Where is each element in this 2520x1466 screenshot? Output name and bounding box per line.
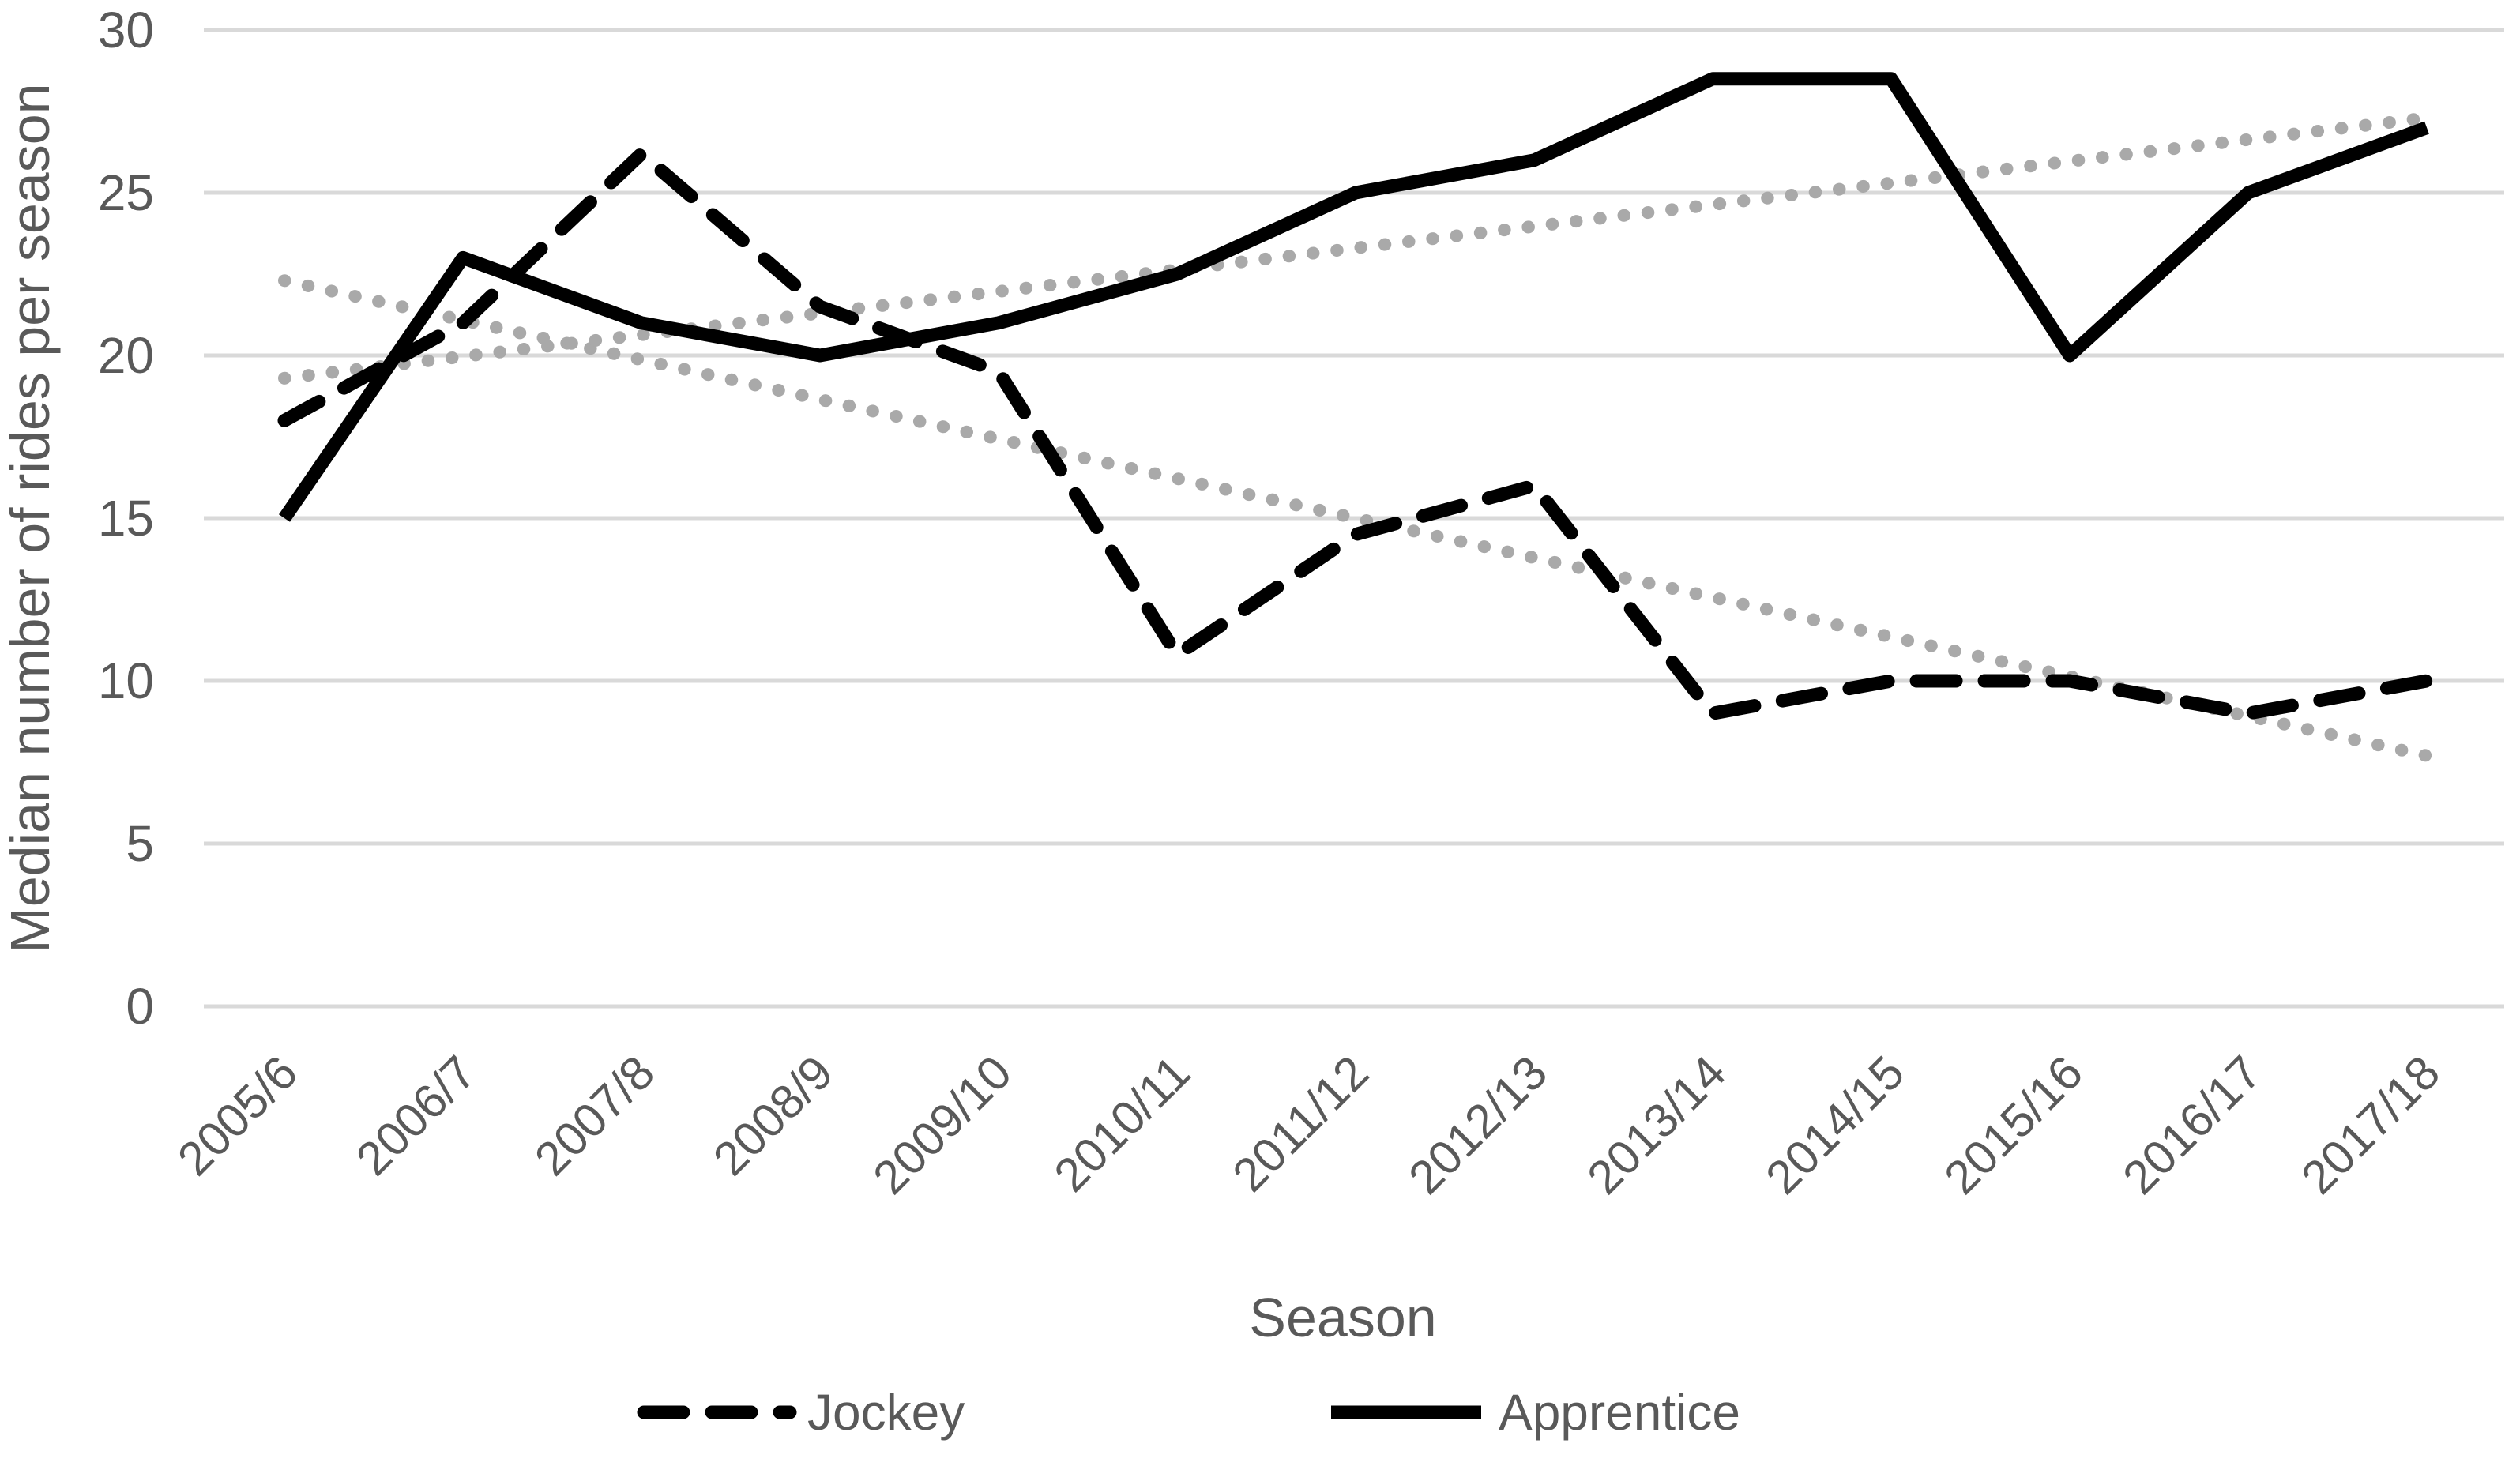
jockey-line bbox=[277, 147, 2434, 720]
x-tick-label: 2012/13 bbox=[1398, 1046, 1557, 1205]
legend: Jockey Apprentice bbox=[637, 1384, 1740, 1441]
apprentice-line bbox=[278, 72, 2429, 522]
x-tick-label: 2008/9 bbox=[703, 1046, 843, 1186]
y-tick-label: 20 bbox=[98, 327, 154, 384]
x-tick-label: 2013/14 bbox=[1577, 1046, 1736, 1205]
legend-label-apprentice: Apprentice bbox=[1499, 1384, 1740, 1441]
y-tick-label: 10 bbox=[98, 652, 154, 709]
x-tick-label: 2017/18 bbox=[2291, 1046, 2450, 1205]
trendlines bbox=[278, 111, 2433, 762]
y-axis-tick-labels: 30 25 20 15 10 5 0 bbox=[98, 2, 154, 1035]
x-axis-tick-labels: 2005/6 2006/7 2007/8 2008/9 2009/10 2010/11 20… bbox=[167, 1046, 2450, 1205]
x-tick-label: 2006/7 bbox=[346, 1046, 486, 1186]
y-tick-label: 30 bbox=[98, 2, 154, 58]
gridlines bbox=[204, 28, 2504, 1009]
x-tick-label: 2005/6 bbox=[167, 1046, 307, 1186]
legend-item-apprentice: Apprentice bbox=[1331, 1384, 1740, 1441]
y-tick-label: 5 bbox=[126, 815, 154, 872]
x-tick-label: 2016/17 bbox=[2112, 1046, 2271, 1205]
x-tick-label: 2015/16 bbox=[1934, 1046, 2093, 1205]
x-tick-label: 2010/11 bbox=[1044, 1046, 1201, 1202]
x-tick-label: 2014/15 bbox=[1755, 1046, 1914, 1205]
series-lines bbox=[277, 72, 2434, 720]
x-tick-label: 2007/8 bbox=[525, 1046, 664, 1186]
y-axis-title: Median number of rides per season bbox=[0, 83, 61, 953]
y-tick-label: 0 bbox=[126, 978, 154, 1035]
legend-item-jockey: Jockey bbox=[637, 1384, 965, 1441]
apprentice-trendline bbox=[278, 111, 2433, 385]
x-axis-title: Season bbox=[1249, 1287, 1436, 1348]
legend-label-jockey: Jockey bbox=[807, 1384, 965, 1441]
x-tick-label: 2009/10 bbox=[863, 1046, 1021, 1205]
x-tick-label: 2011/12 bbox=[1223, 1046, 1379, 1202]
y-tick-label: 15 bbox=[98, 490, 154, 547]
y-tick-label: 25 bbox=[98, 164, 154, 221]
